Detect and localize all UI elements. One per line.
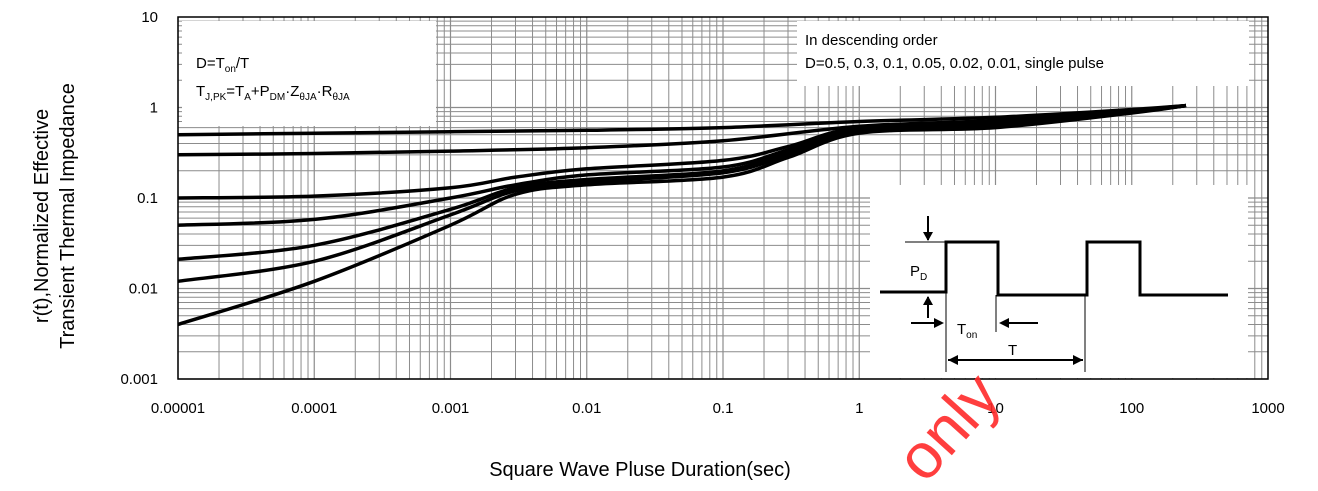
y-axis-title-line-1: r(t),Normalized Effective <box>31 109 53 323</box>
x-tick-label: 1 <box>855 400 863 417</box>
period-arrowhead-left <box>948 355 958 365</box>
formula-box <box>182 21 436 126</box>
pd-arrowhead-top <box>923 232 933 241</box>
formula-line-2: TJ,PK=TA+PDM·ZθJA·RθJA <box>196 83 350 103</box>
ton-arrowhead-right <box>999 318 1009 328</box>
pd-arrowhead-bottom <box>923 296 933 305</box>
formula-line-1: D=Ton/T <box>196 55 249 75</box>
ton-arrowhead-left <box>934 318 944 328</box>
series-line <box>177 103 1187 327</box>
x-tick-label: 1000 <box>1251 400 1284 417</box>
inset-t-label: T <box>1008 342 1017 359</box>
y-tick-label: 10 <box>141 9 158 26</box>
inset-background <box>870 185 1248 378</box>
y-tick-label: 0.01 <box>129 281 158 298</box>
order-line-1: In descending order <box>805 32 938 49</box>
pulse-inset: PD Ton T <box>870 185 1248 378</box>
series-group <box>177 103 1187 327</box>
x-tick-label: 0.00001 <box>151 400 205 417</box>
order-line-2: D=0.5, 0.3, 0.1, 0.05, 0.02, 0.01, singl… <box>805 55 1104 72</box>
pulse-waveform <box>880 240 1228 297</box>
period-arrowhead-right <box>1073 355 1083 365</box>
y-tick-label: 0.1 <box>137 190 158 207</box>
inset-pd-label: PD <box>910 263 927 283</box>
x-tick-label: 10 <box>987 400 1004 417</box>
x-tick-label: 100 <box>1119 400 1144 417</box>
x-axis-title: Square Wave Pluse Duration(sec) <box>489 459 791 481</box>
y-tick-label: 1 <box>150 100 158 117</box>
x-tick-label: 0.001 <box>432 400 470 417</box>
y-tick-labels: 10 1 0.1 0.01 0.001 <box>120 9 158 388</box>
x-tick-label: 0.01 <box>572 400 601 417</box>
y-tick-label: 0.001 <box>120 371 158 388</box>
x-tick-label: 0.0001 <box>291 400 337 417</box>
order-box <box>797 21 1249 86</box>
series-line <box>177 103 1187 137</box>
x-tick-label: 0.1 <box>713 400 734 417</box>
x-tick-labels: 0.00001 0.0001 0.001 0.01 0.1 1 10 100 1000 <box>151 400 1285 417</box>
series-line <box>177 103 1187 157</box>
y-axis-title-line-2: Transient Thermal Impedance <box>57 83 79 349</box>
inset-ton-label: Ton <box>957 321 977 341</box>
